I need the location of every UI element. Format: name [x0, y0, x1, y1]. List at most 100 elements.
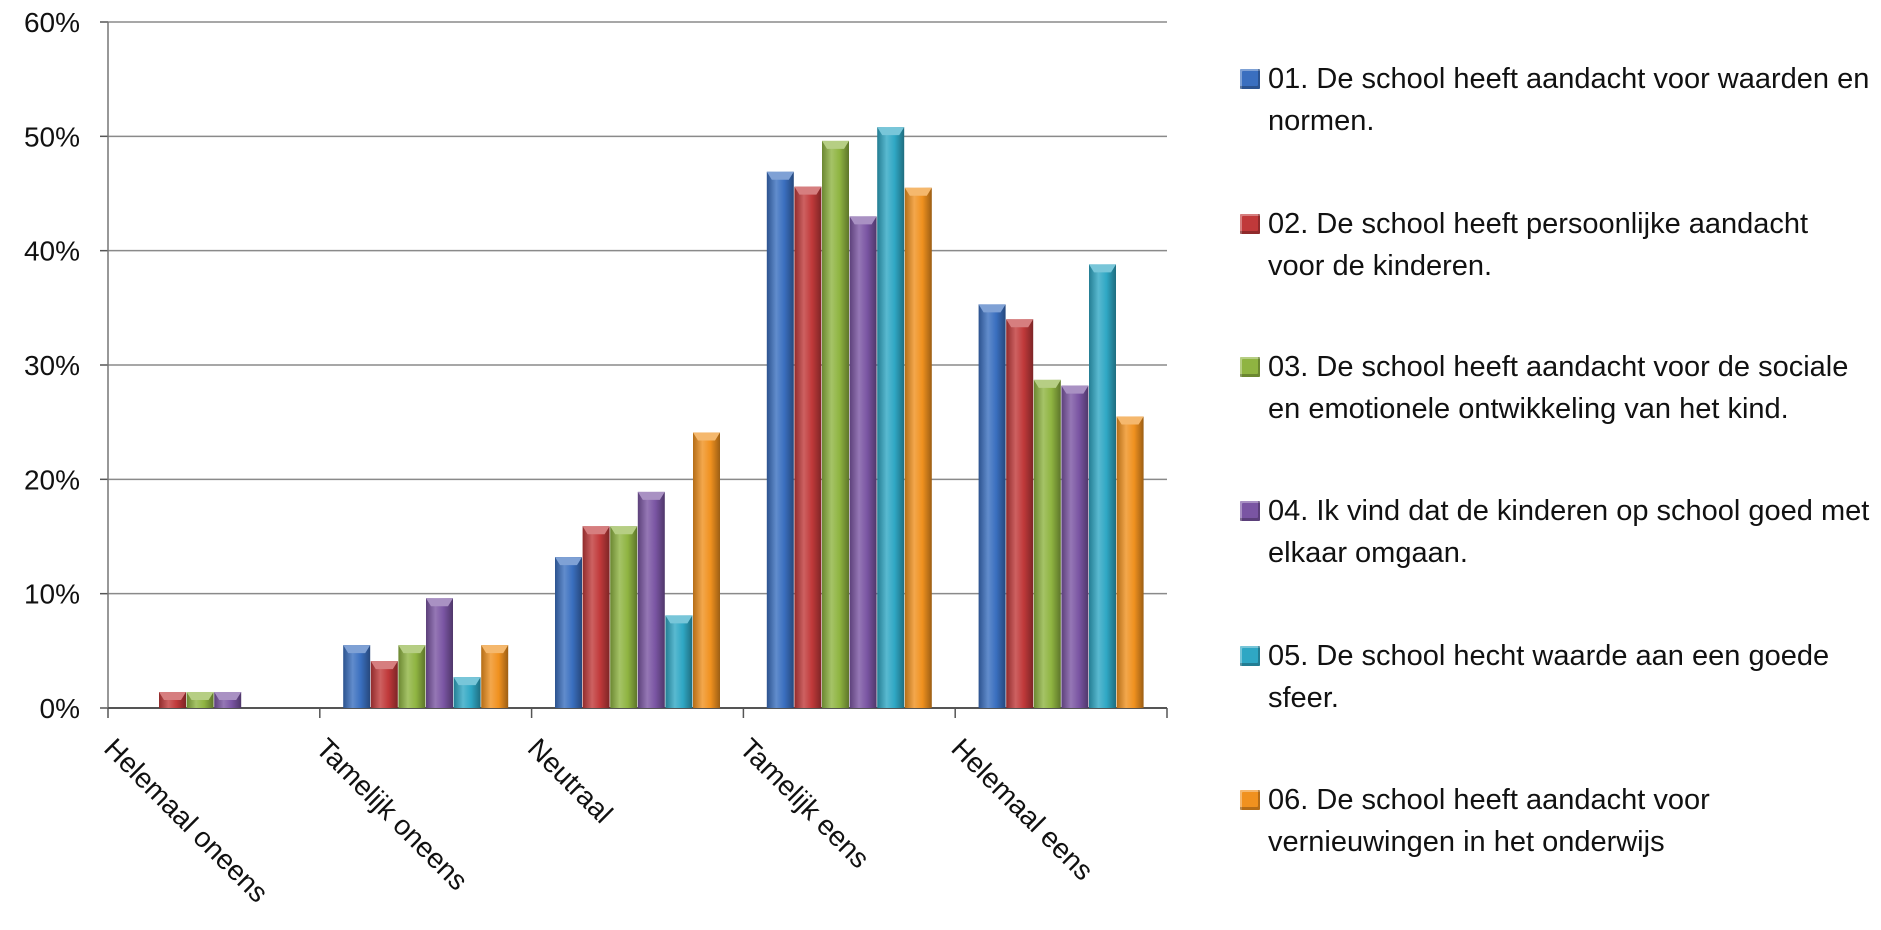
chart-area: 0% 10% 20% 30% 40% 50% 60% Helemaal oneens Tamel…	[24, 7, 1168, 908]
legend-item: 03. De school heeft aandacht voor de soc…	[1240, 346, 1870, 430]
bar	[370, 661, 398, 708]
y-tick-label: 0%	[40, 693, 80, 724]
bar-body	[849, 216, 877, 708]
bar-body	[766, 171, 794, 708]
bar-cap	[978, 304, 1006, 313]
x-category-label: Tamelijk oneens	[310, 732, 474, 896]
bar-body	[1089, 264, 1116, 708]
bar-cap	[665, 615, 693, 624]
legend-label: 01. De school heeft aandacht voor waarde…	[1268, 63, 1870, 137]
bar-body	[978, 304, 1006, 708]
bar	[822, 140, 849, 708]
bar-cap	[555, 557, 582, 566]
legend-label: 06. De school heeft aandacht voor vernie…	[1268, 784, 1710, 858]
x-category-label: Helemaal oneens	[98, 732, 274, 908]
legend-swatch	[1240, 69, 1260, 89]
bar	[426, 598, 453, 708]
bar-body	[426, 598, 453, 708]
bar-cap	[1033, 379, 1061, 388]
bar-body	[481, 645, 509, 708]
bar	[610, 526, 638, 708]
bar-body	[343, 645, 371, 708]
bar	[904, 187, 932, 709]
bar	[1116, 416, 1144, 708]
bar-cap	[186, 691, 214, 700]
legend-item: 05. De school hecht waarde aan een goede…	[1240, 635, 1870, 719]
bar-cap	[582, 526, 610, 535]
bar	[555, 557, 582, 708]
legend-swatch	[1240, 501, 1260, 521]
bar	[1089, 264, 1116, 708]
legend-item: 06. De school heeft aandacht voor vernie…	[1240, 779, 1870, 863]
legend-label: 03. De school heeft aandacht voor de soc…	[1268, 351, 1849, 425]
bar-cap	[822, 140, 849, 149]
bar	[159, 691, 186, 708]
legend-label: 04. Ik vind dat de kinderen op school go…	[1268, 495, 1870, 569]
bar-body	[794, 186, 822, 708]
bar	[582, 526, 610, 708]
bar-cap	[637, 491, 665, 500]
legend-item: 01. De school heeft aandacht voor waarde…	[1240, 58, 1870, 142]
bar	[186, 691, 214, 708]
y-tick-label: 30%	[24, 350, 80, 381]
bar-body	[1061, 385, 1089, 708]
bar-body	[610, 526, 638, 708]
bar	[665, 615, 693, 708]
bar	[877, 127, 905, 709]
bar-cap	[904, 187, 932, 196]
x-category-label: Tamelijk eens	[734, 732, 876, 874]
bar-cap	[1006, 319, 1034, 328]
bar-cap	[877, 127, 905, 136]
legend-swatch	[1240, 646, 1260, 666]
bar-body	[822, 140, 849, 708]
bar-body	[555, 557, 582, 708]
legend-label: 05. De school hecht waarde aan een goede…	[1268, 640, 1830, 714]
bar-cap	[1061, 385, 1089, 394]
bar-cap	[370, 661, 398, 670]
bar-cap	[426, 598, 453, 607]
legend-swatch	[1240, 357, 1260, 377]
bar-body	[904, 187, 932, 709]
bar	[693, 432, 720, 708]
x-category-label: Helemaal eens	[946, 732, 1100, 886]
bar	[1033, 379, 1061, 708]
bar-cap	[610, 526, 638, 535]
bar-body	[693, 432, 720, 708]
x-category-label: Neutraal	[522, 732, 619, 829]
y-tick-label: 50%	[24, 121, 80, 152]
bar-cap	[481, 645, 509, 654]
legend-swatch	[1240, 214, 1260, 234]
bars	[159, 127, 1144, 709]
y-tick-label: 60%	[24, 7, 80, 38]
bar-body	[665, 615, 693, 708]
bar-body	[1033, 379, 1061, 708]
legend-item: 02. De school heeft persoonlijke aandach…	[1240, 203, 1870, 287]
bar-chart: 0%10%20%30%40%50%60%Helemaal oneens Tamel…	[24, 7, 1168, 908]
y-tick-label: 20%	[24, 464, 80, 495]
bar-cap	[453, 677, 481, 686]
bar	[794, 186, 822, 708]
bar	[637, 491, 665, 708]
bar-cap	[794, 186, 822, 195]
axis-labels: 0%10%20%30%40%50%60%Helemaal oneens Tamel…	[24, 7, 1100, 908]
bar	[1006, 319, 1034, 708]
bar-body	[1006, 319, 1034, 708]
bar-cap	[159, 691, 186, 700]
y-tick-label: 10%	[24, 579, 80, 610]
bar-cap	[214, 691, 242, 700]
bar-cap	[693, 432, 720, 441]
bar-body	[398, 645, 426, 708]
bar-cap	[1116, 416, 1144, 425]
bar-cap	[1089, 264, 1116, 273]
bar-cap	[849, 216, 877, 225]
legend-swatch	[1240, 790, 1260, 810]
bar-body	[637, 491, 665, 708]
legend-item: 04. Ik vind dat de kinderen op school go…	[1240, 490, 1870, 574]
bar	[481, 645, 509, 708]
bar	[978, 304, 1006, 708]
bar	[849, 216, 877, 708]
bar-body	[1116, 416, 1144, 708]
bar-cap	[343, 645, 371, 654]
bar	[343, 645, 371, 708]
bar	[453, 677, 481, 708]
